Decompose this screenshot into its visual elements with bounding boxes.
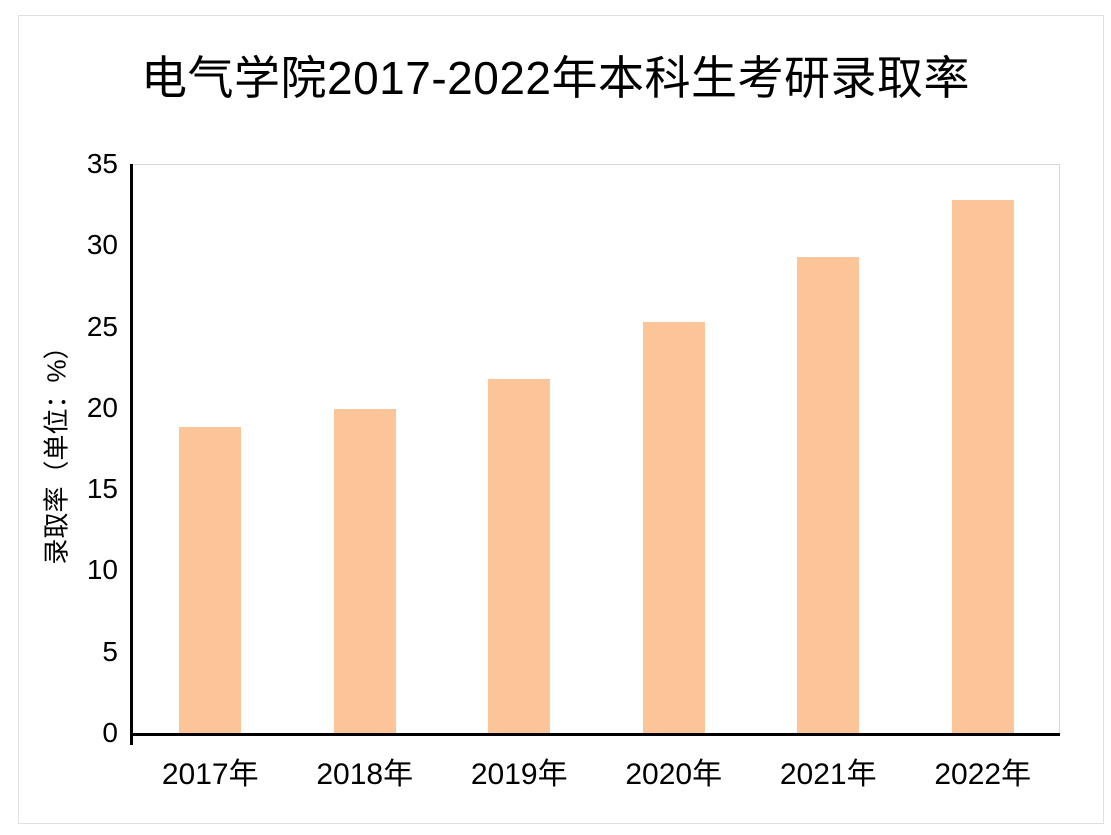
y-tick-label: 10: [86, 554, 118, 586]
bar-2017年: [179, 427, 242, 733]
x-axis-label: 2021年: [779, 758, 877, 791]
bar-cell: [288, 164, 443, 733]
x-axis-labels: 2017年 2018年 2019年 2020年 2021年 2022年: [133, 749, 1060, 793]
bar-2021年: [797, 256, 860, 733]
chart-title: 电气学院2017-2022年本科生考研录取率: [141, 52, 970, 104]
y-tick-label: 30: [86, 229, 118, 261]
bar-2019年: [488, 378, 551, 733]
bar-cell: [133, 164, 288, 733]
y-tick-label: 25: [86, 310, 118, 342]
y-tick-label: 5: [102, 635, 118, 667]
plot-area: [133, 164, 1060, 733]
x-axis-label: 2017年: [161, 758, 259, 791]
bar-2022年: [951, 199, 1014, 733]
x-axis-label: 2022年: [934, 758, 1032, 791]
y-axis-ticks: 0 5 10 15 20 25 30 35: [0, 150, 118, 747]
y-tick-label: 15: [86, 473, 118, 505]
x-axis-line: [130, 733, 1060, 736]
bar-cell: [751, 164, 906, 733]
bar-cell: [597, 164, 752, 733]
bar-cell: [906, 164, 1061, 733]
bar-cell: [442, 164, 597, 733]
x-axis-label: 2018年: [316, 758, 414, 791]
y-tick-label: 20: [86, 391, 118, 423]
y-axis-line: [130, 164, 133, 745]
bar-2018年: [333, 409, 396, 733]
x-axis-label: 2020年: [625, 758, 723, 791]
x-axis-label: 2019年: [470, 758, 568, 791]
y-tick-label: 35: [86, 148, 118, 179]
bars-container: [133, 164, 1060, 733]
bar-2020年: [642, 321, 705, 733]
y-tick-label: 0: [102, 717, 118, 748]
y-axis-title: 录取率（单位：%）: [41, 333, 72, 565]
